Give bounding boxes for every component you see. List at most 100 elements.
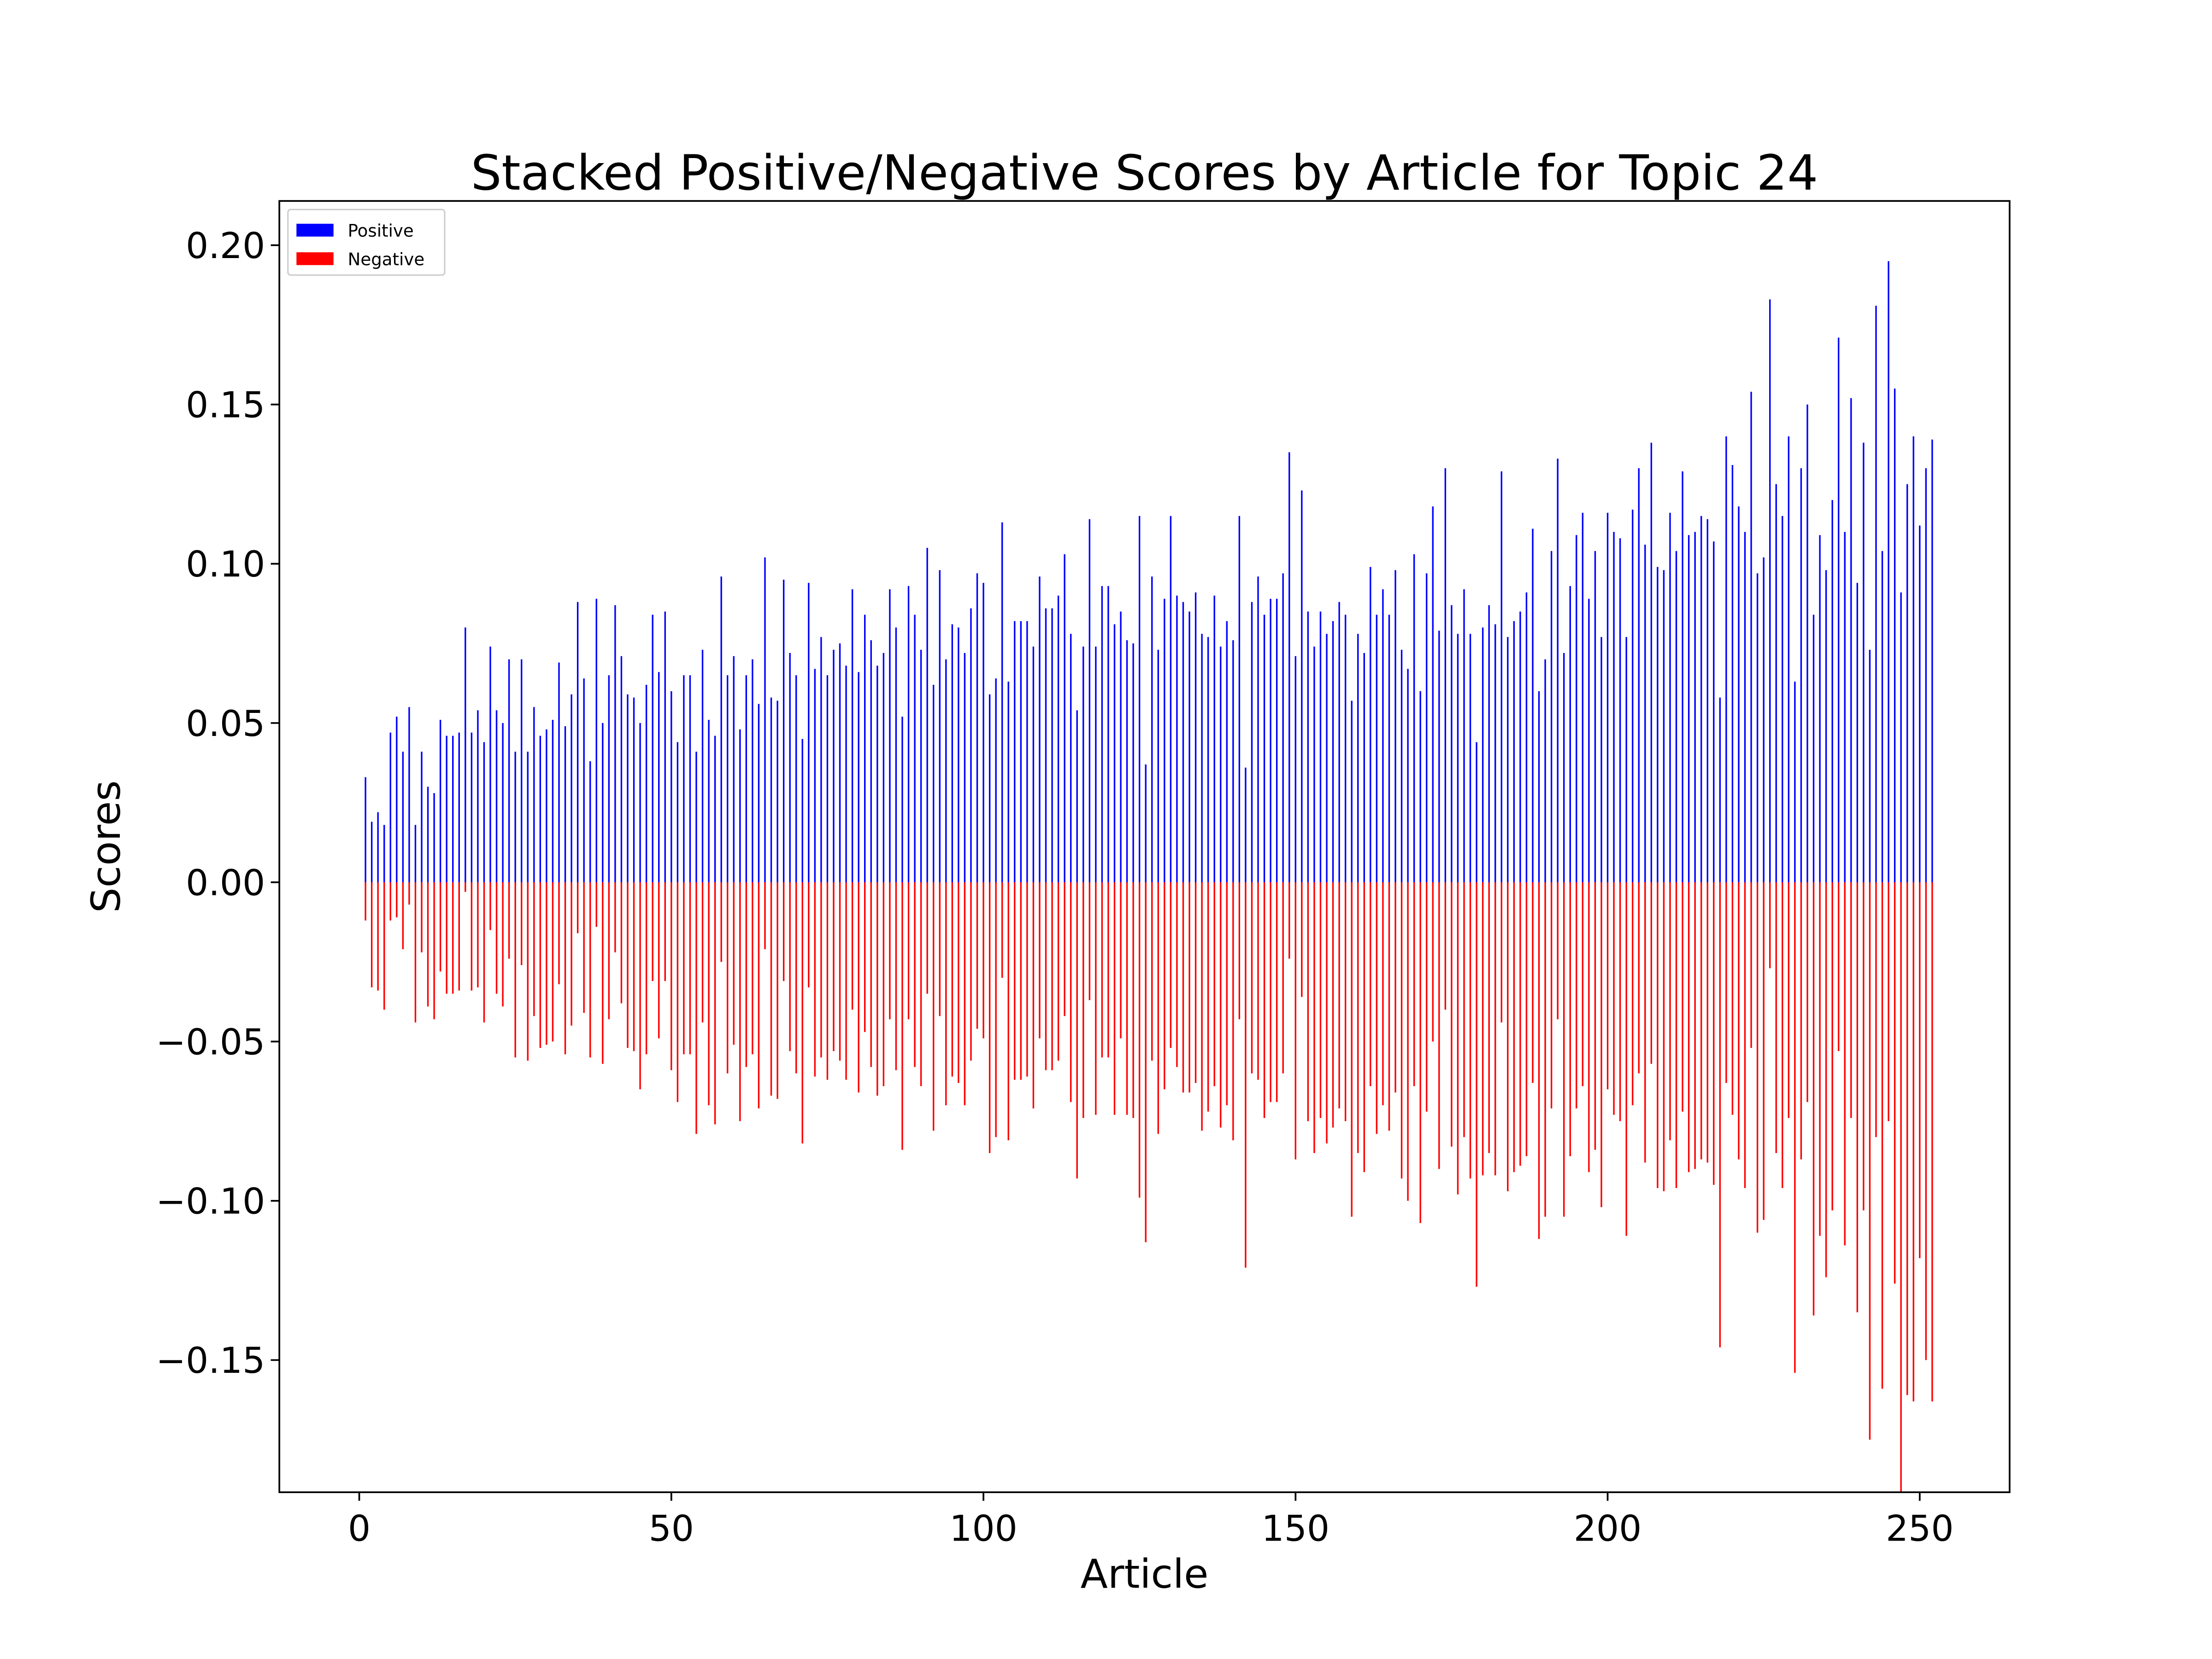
bar <box>739 882 741 1121</box>
bar <box>1638 882 1640 1074</box>
bar <box>770 882 772 1096</box>
bar <box>1451 882 1453 1147</box>
bar <box>720 576 722 882</box>
bar <box>1201 634 1203 882</box>
bar <box>1894 882 1896 1284</box>
bar <box>402 752 404 882</box>
bar <box>658 672 660 882</box>
bar <box>502 723 504 882</box>
bar <box>1812 882 1815 1316</box>
bar <box>1151 576 1153 882</box>
bar <box>1532 529 1534 882</box>
bar <box>1201 882 1203 1131</box>
bar <box>1494 882 1496 1176</box>
y-tick-label: 0.05 <box>186 703 265 745</box>
bar <box>1725 882 1727 1083</box>
bar <box>1132 643 1134 882</box>
bar <box>1020 882 1022 1080</box>
bar <box>1513 882 1515 1172</box>
bar <box>677 742 679 882</box>
bar <box>988 694 991 882</box>
bar <box>633 882 635 1051</box>
bar <box>1294 656 1296 882</box>
bar <box>1550 882 1553 1109</box>
bar <box>439 882 441 972</box>
bar <box>402 882 404 949</box>
bar <box>671 691 672 882</box>
bar <box>1332 882 1334 1128</box>
bar <box>1157 882 1159 1134</box>
bar <box>1294 882 1296 1159</box>
bar <box>1582 882 1584 1086</box>
bar <box>982 582 984 882</box>
x-tick-label: 0 <box>348 1508 371 1549</box>
bar <box>907 882 910 1019</box>
bar <box>1213 595 1215 882</box>
bar <box>1738 506 1740 882</box>
bar <box>639 882 641 1089</box>
bar <box>939 570 941 882</box>
bar <box>1001 882 1003 978</box>
bar <box>1326 882 1328 1144</box>
bar <box>1082 647 1084 882</box>
bar <box>1095 647 1097 882</box>
bar <box>1426 573 1428 882</box>
bar <box>533 707 535 882</box>
bar <box>589 882 591 1058</box>
bar <box>833 882 835 1051</box>
bar <box>1569 882 1571 1156</box>
bar <box>976 573 978 882</box>
bar <box>1032 647 1035 882</box>
bar <box>845 882 847 1080</box>
bar <box>1744 532 1746 882</box>
bar <box>552 720 554 882</box>
bar <box>1494 624 1496 882</box>
bar <box>1419 882 1421 1224</box>
bar <box>1226 882 1228 1106</box>
bar <box>1838 337 1840 882</box>
bar <box>926 882 928 994</box>
bar <box>839 882 841 1061</box>
bar <box>1576 535 1577 882</box>
bar <box>1045 608 1047 882</box>
bar <box>1257 576 1259 882</box>
bar <box>371 822 373 882</box>
bar <box>439 720 441 882</box>
bar <box>1463 882 1465 1137</box>
bar <box>396 882 398 918</box>
bar <box>458 882 460 991</box>
bar <box>1600 637 1602 882</box>
bar <box>920 649 922 882</box>
bar <box>465 627 466 882</box>
bar <box>1576 882 1577 1109</box>
y-tick-label: −0.10 <box>156 1181 265 1223</box>
bar <box>1307 612 1309 882</box>
legend-swatch <box>296 224 334 237</box>
bar <box>1245 882 1247 1268</box>
bar <box>988 882 991 1153</box>
bar <box>1319 612 1322 882</box>
bar <box>1188 882 1190 1093</box>
bar <box>614 605 616 882</box>
bar <box>1831 500 1833 882</box>
bar <box>408 882 410 905</box>
bar <box>1906 882 1908 1395</box>
bar <box>1619 882 1621 1121</box>
bar <box>789 653 791 882</box>
bar <box>1270 882 1271 1102</box>
bar <box>465 882 466 892</box>
x-tick-label: 150 <box>1262 1508 1330 1549</box>
bar <box>1850 398 1852 882</box>
bar <box>1251 882 1253 1074</box>
bar <box>1376 614 1378 882</box>
bar <box>808 582 810 882</box>
bar <box>1313 647 1315 882</box>
bar <box>1157 649 1159 882</box>
bar <box>1276 599 1278 882</box>
x-tick-label: 250 <box>1886 1508 1954 1549</box>
bar <box>714 882 716 1124</box>
bar <box>583 678 585 882</box>
bar <box>620 882 623 1004</box>
bar <box>782 882 785 981</box>
